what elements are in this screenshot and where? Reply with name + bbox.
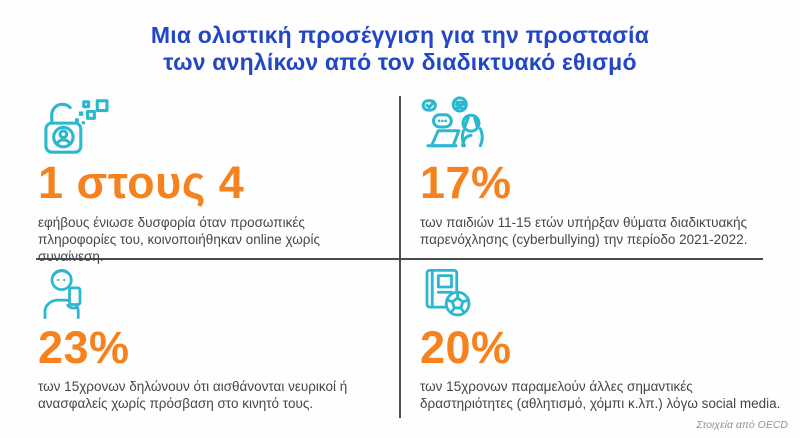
stat-card-privacy-leak: 1 στους 4 εφήβους ένιωσε δυσφορία όταν π… xyxy=(38,96,368,265)
stat-value: 1 στους 4 xyxy=(38,157,245,208)
teen-holding-phone-icon xyxy=(38,266,388,324)
stat-description: εφήβους ένιωσε δυσφορία όταν προσωπικές … xyxy=(38,215,320,264)
page-title-line1: Μια ολιστική προσέγγιση για την προστασί… xyxy=(150,22,650,48)
stat-card-neglected-activities: 20% των 15χρονων παραμελούν άλλες σημαντ… xyxy=(420,266,785,412)
source-note: Στοιχεία από OECD xyxy=(696,419,788,431)
stat-card-phone-anxiety: 23% των 15χρονων δηλώνουν ότι αισθάνοντα… xyxy=(38,266,388,412)
page-title: Μια ολιστική προσέγγιση για την προστασί… xyxy=(0,22,800,76)
stat-card-cyberbullying: 17% των παιδιών 11-15 ετών υπήρξαν θύματ… xyxy=(420,96,770,248)
stat-value: 17% xyxy=(420,157,512,208)
stat-value: 20% xyxy=(420,322,512,373)
book-and-soccer-ball-icon xyxy=(420,266,785,324)
unlocked-padlock-data-leak-icon xyxy=(38,96,368,158)
cyberbullying-victim-laptop-icon xyxy=(420,96,770,158)
page-title-line2: των ανηλίκων από τον διαδικτυακό εθισμό xyxy=(163,49,637,75)
horizontal-divider xyxy=(36,258,763,260)
stat-description: των παιδιών 11-15 ετών υπήρξαν θύματα δι… xyxy=(420,215,748,247)
stat-description: των 15χρονων δηλώνουν ότι αισθάνονται νε… xyxy=(38,379,348,411)
vertical-divider xyxy=(399,96,401,418)
stat-description: των 15χρονων παραμελούν άλλες σημαντικές… xyxy=(420,379,781,411)
stat-value: 23% xyxy=(38,322,130,373)
